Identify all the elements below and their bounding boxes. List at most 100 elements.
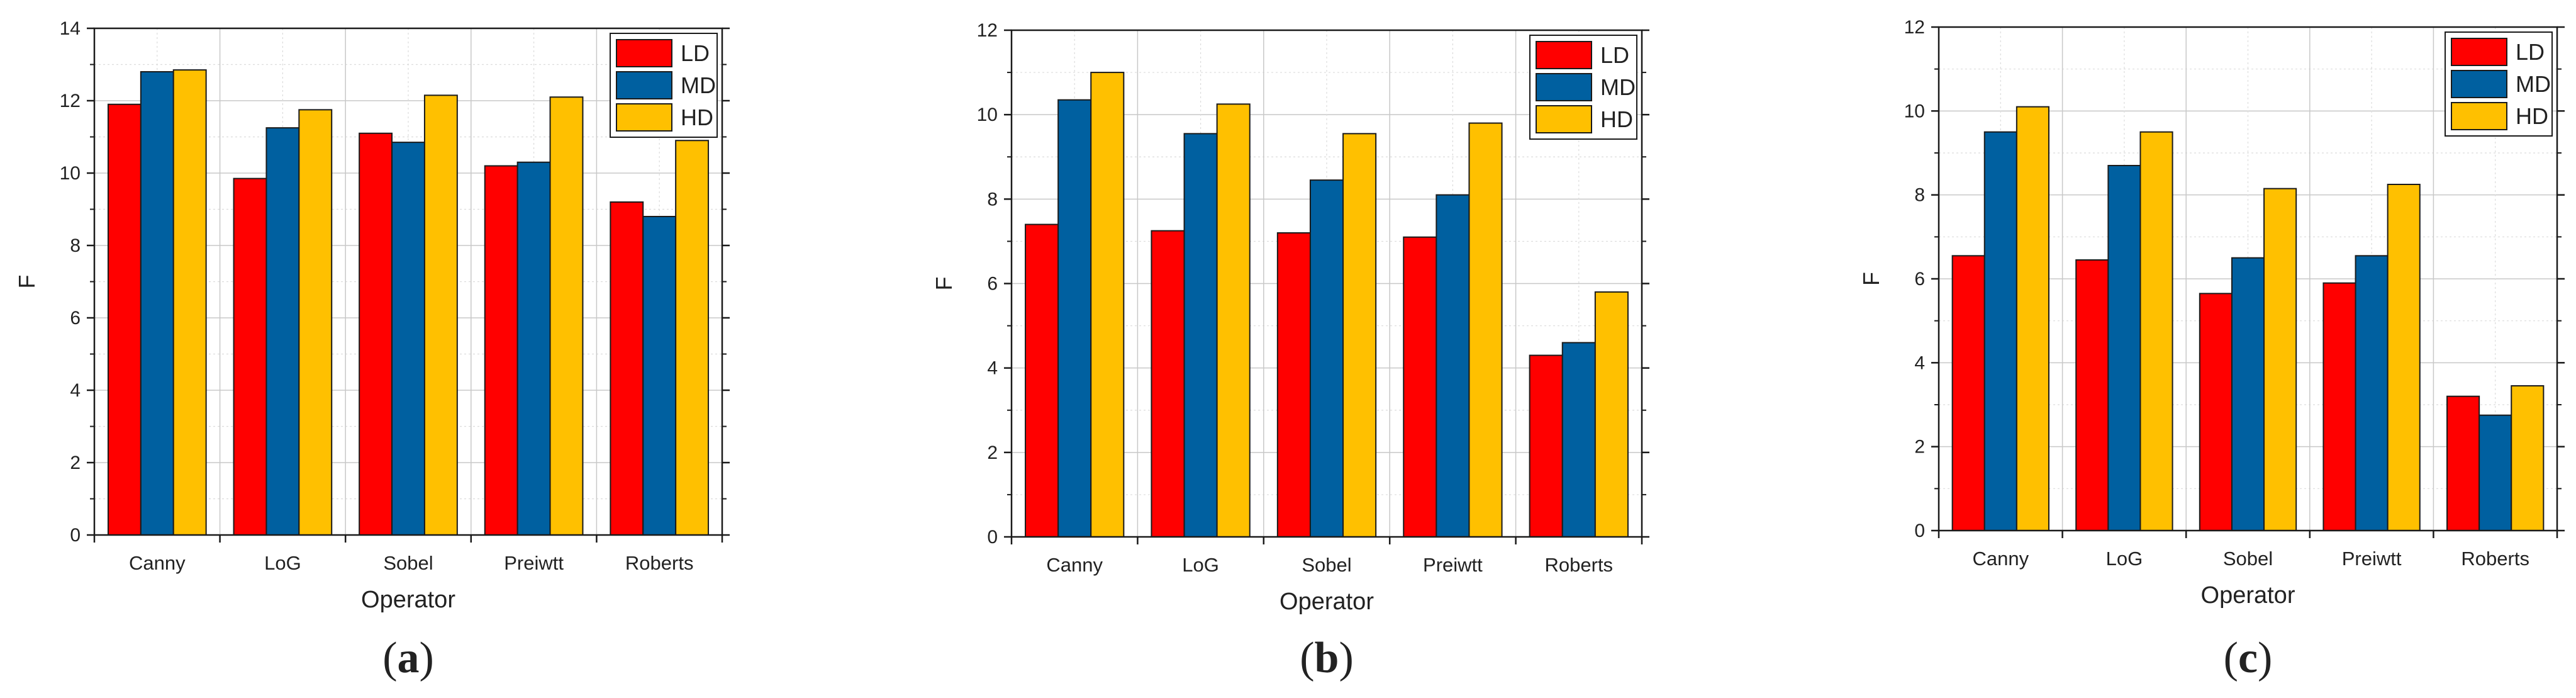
y-tick-label: 8 <box>987 189 998 210</box>
legend-label-md: MD <box>2516 71 2551 97</box>
y-tick-label: 8 <box>70 235 81 256</box>
bar-ld-roberts <box>610 201 644 536</box>
y-tick-label: 12 <box>1904 17 1925 38</box>
bar-ld-log <box>233 177 267 536</box>
legend: LD MD HD <box>1529 35 1637 140</box>
y-tick-label: 4 <box>1914 352 1925 373</box>
bar-ld-preiwtt <box>1403 236 1437 538</box>
y-tick-label: 4 <box>70 380 81 401</box>
legend-label-hd: HD <box>2516 103 2548 129</box>
bar-md-preiwtt <box>1436 194 1470 538</box>
x-tick-label-sobel: Sobel <box>1302 554 1351 576</box>
y-tick-label: 12 <box>60 91 81 111</box>
x-tick-label-sobel: Sobel <box>2223 548 2273 570</box>
bar-md-log <box>1183 133 1218 538</box>
x-tick-label-preiwtt: Preiwtt <box>1423 554 1483 576</box>
bar-ld-roberts <box>1529 354 1563 538</box>
bar-hd-preiwtt <box>2387 184 2421 531</box>
panel-label-b: (b) <box>1300 634 1354 682</box>
x-axis-title: Operator <box>2201 582 2295 609</box>
x-tick-label-log: LoG <box>2106 548 2143 570</box>
legend-swatch-md <box>1536 73 1592 101</box>
legend-swatch-hd <box>2451 102 2507 130</box>
legend-swatch-md <box>616 71 672 99</box>
bar-hd-sobel <box>2263 188 2297 531</box>
y-tick-label: 12 <box>977 20 998 41</box>
x-tick-label-roberts: Roberts <box>625 552 694 574</box>
bar-ld-preiwtt <box>2322 282 2356 531</box>
y-tick-label: 6 <box>70 308 81 329</box>
bar-ld-sobel <box>359 132 393 536</box>
bar-md-roberts <box>1561 342 1596 538</box>
y-tick-label: 0 <box>1914 521 1925 541</box>
x-tick-label-roberts: Roberts <box>2461 548 2529 570</box>
x-tick-label-log: LoG <box>1182 554 1219 576</box>
bar-hd-preiwtt <box>1468 122 1503 538</box>
bar-md-sobel <box>391 142 425 536</box>
bar-md-roberts <box>642 216 677 536</box>
y-tick-label: 6 <box>1914 269 1925 290</box>
legend-label-hd: HD <box>681 104 713 130</box>
bar-hd-roberts <box>1594 291 1629 538</box>
y-tick-label: 0 <box>987 527 998 548</box>
y-tick-label: 10 <box>60 163 81 184</box>
x-tick-label-preiwtt: Preiwtt <box>2342 548 2402 570</box>
legend-label-ld: LD <box>681 40 710 66</box>
y-tick-label: 10 <box>1904 101 1925 121</box>
bar-hd-roberts <box>675 140 710 536</box>
bar-md-sobel <box>1309 179 1344 538</box>
legend-label-ld: LD <box>2516 39 2545 65</box>
y-tick-label: 4 <box>987 358 998 379</box>
y-tick-label: 2 <box>987 442 998 463</box>
y-tick-label: 0 <box>70 525 81 546</box>
y-axis-title: F <box>14 275 40 289</box>
legend: LD MD HD <box>2445 31 2553 137</box>
chart-panel-c: 0 2 4 6 8 10 12 Canny LoG Sobel Preiwtt Roberts Oper… <box>1858 17 2565 682</box>
x-tick-label-log: LoG <box>264 552 301 574</box>
bar-md-log <box>265 127 300 536</box>
bar-ld-log <box>2075 259 2109 531</box>
bar-hd-canny <box>1090 72 1125 538</box>
x-tick-label-canny: Canny <box>129 552 186 574</box>
bar-hd-sobel <box>1342 133 1377 538</box>
bar-md-roberts <box>2478 414 2512 532</box>
bar-ld-preiwtt <box>484 165 518 536</box>
bar-md-canny <box>140 71 174 536</box>
bar-hd-canny <box>2016 106 2049 531</box>
legend-swatch-hd <box>1536 105 1592 133</box>
y-tick-label: 10 <box>977 104 998 125</box>
bar-md-canny <box>1983 131 2017 531</box>
bar-md-canny <box>1057 99 1092 538</box>
bar-ld-canny <box>1951 255 1985 531</box>
y-tick-label: 6 <box>987 274 998 295</box>
bar-hd-preiwtt <box>549 96 584 536</box>
bar-hd-canny <box>172 69 207 536</box>
bar-ld-sobel <box>2199 293 2233 531</box>
x-tick-label-canny: Canny <box>1972 548 2029 570</box>
x-tick-label-sobel: Sobel <box>383 552 433 574</box>
y-tick-label: 2 <box>1914 437 1925 458</box>
bar-ld-roberts <box>2446 395 2480 532</box>
chart-panel-b: 0 2 4 6 8 10 12 Canny LoG Sobel Preiwtt Roberts Oper… <box>931 20 1649 682</box>
panel-label-c: (c) <box>2224 634 2273 682</box>
bar-md-sobel <box>2231 257 2265 531</box>
bar-hd-log <box>2139 131 2173 531</box>
legend-swatch-ld <box>1536 41 1592 69</box>
x-tick-label-preiwtt: Preiwtt <box>504 552 564 574</box>
bar-ld-log <box>1151 230 1185 538</box>
bar-ld-sobel <box>1276 232 1311 538</box>
bar-md-log <box>2107 165 2141 531</box>
legend-swatch-hd <box>616 103 672 132</box>
legend: LD MD HD <box>610 33 718 138</box>
legend-label-ld: LD <box>1600 42 1629 68</box>
bar-hd-sobel <box>423 94 458 536</box>
legend-label-md: MD <box>681 72 716 98</box>
bar-ld-canny <box>107 103 142 536</box>
bar-ld-canny <box>1025 223 1059 538</box>
legend-swatch-ld <box>2451 38 2507 66</box>
bar-md-preiwtt <box>2355 255 2389 531</box>
x-tick-label-roberts: Roberts <box>1545 554 1614 576</box>
bar-hd-log <box>298 109 333 536</box>
y-tick-label: 14 <box>60 18 81 39</box>
